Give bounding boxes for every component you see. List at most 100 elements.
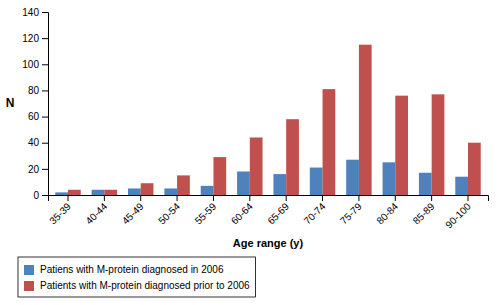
legend: Patiens with M-protein diagnosed in 2006… xyxy=(18,257,256,297)
bar-series xyxy=(68,45,481,195)
bar xyxy=(201,186,214,195)
tick: 100 xyxy=(22,59,48,70)
bar xyxy=(432,94,445,195)
tick-label: 85-89 xyxy=(411,200,437,226)
tick: 40-44 xyxy=(83,195,109,227)
axis-line xyxy=(42,13,49,196)
tick: 20 xyxy=(28,164,48,175)
tick: 75-79 xyxy=(338,195,364,227)
legend-swatch xyxy=(24,265,34,275)
bar xyxy=(55,192,68,195)
tick-label: 60 xyxy=(28,111,40,122)
tick: 60 xyxy=(28,111,48,122)
tick-label: 45-49 xyxy=(120,200,146,226)
x-axis-title: Age range (y) xyxy=(233,237,304,249)
bar xyxy=(346,160,359,195)
tick: 60-64 xyxy=(229,195,255,227)
tick-label: 75-79 xyxy=(338,200,364,226)
legend-label: Patiens with M-protein diagnosed in 2006 xyxy=(40,264,224,275)
tick: 65-69 xyxy=(265,195,291,227)
bar xyxy=(164,188,177,195)
legend-swatch xyxy=(24,281,34,291)
tick: 50-54 xyxy=(156,195,182,227)
tick-label: 65-69 xyxy=(265,200,291,226)
plot: 0 20 40 60 80 100 120 140 35-39 40-44 45-49 50-54 55… xyxy=(6,7,489,249)
tick-mark xyxy=(42,12,48,13)
tick-mark xyxy=(42,90,48,91)
bar xyxy=(286,119,299,195)
tick: 40 xyxy=(28,137,48,148)
tick-label: 20 xyxy=(28,164,40,175)
tick-mark xyxy=(431,195,432,201)
tick-label: 70-74 xyxy=(302,200,328,226)
tick-label: 100 xyxy=(22,59,39,70)
tick-label: 40-44 xyxy=(83,200,109,226)
tick-label: 80 xyxy=(28,85,40,96)
bar xyxy=(359,45,372,195)
legend-frame xyxy=(18,257,256,297)
bar xyxy=(273,174,286,195)
bar xyxy=(310,168,323,195)
tick: 80 xyxy=(28,85,48,96)
bar xyxy=(213,157,226,195)
tick-mark xyxy=(249,195,250,201)
bars xyxy=(55,45,480,195)
tick: 140 xyxy=(22,7,48,18)
tick: 45-49 xyxy=(120,195,146,227)
legend-item: Patiens with M-protein diagnosed in 2006 xyxy=(24,264,224,275)
tick-mark xyxy=(322,195,323,201)
bar xyxy=(323,89,336,195)
tick-label: 90-100 xyxy=(443,200,473,230)
y-axis: 0 20 40 60 80 100 120 140 xyxy=(22,7,48,201)
tick-mark xyxy=(358,195,359,201)
bar xyxy=(128,188,141,195)
bar xyxy=(419,173,432,195)
bar xyxy=(92,190,105,195)
y-axis-title: N xyxy=(6,96,15,110)
tick-mark xyxy=(42,195,48,196)
tick: 90-100 xyxy=(443,195,473,230)
tick: 85-89 xyxy=(411,195,437,227)
bar xyxy=(141,183,154,195)
tick-mark xyxy=(213,195,214,201)
legend-item: Patients with M-protein diagnosed prior … xyxy=(24,280,250,291)
tick-label: 60-64 xyxy=(229,200,255,226)
bar xyxy=(177,175,190,195)
bar xyxy=(455,177,468,195)
tick-label: 120 xyxy=(22,33,39,44)
tick-mark xyxy=(177,195,178,201)
tick-mark xyxy=(42,169,48,170)
tick: 0 xyxy=(33,190,48,201)
tick-mark xyxy=(286,195,287,201)
tick: 120 xyxy=(22,33,48,44)
tick: 35-39 xyxy=(47,195,73,227)
tick: 55-59 xyxy=(193,195,219,227)
bar xyxy=(104,190,117,195)
tick-label: 80-84 xyxy=(374,200,400,226)
bar xyxy=(395,96,408,195)
legend-label: Patients with M-protein diagnosed prior … xyxy=(40,280,250,291)
tick-mark xyxy=(42,143,48,144)
tick-mark xyxy=(42,38,48,39)
chart: 0 20 40 60 80 100 120 140 35-39 40-44 45-49 50-54 55… xyxy=(0,0,500,305)
bar xyxy=(68,190,81,195)
x-axis: 35-39 40-44 45-49 50-54 55-59 60-64 65-69 70-74… xyxy=(47,195,488,230)
tick-label: 35-39 xyxy=(47,200,73,226)
bar xyxy=(250,137,263,195)
bar xyxy=(383,162,396,195)
tick-label: 50-54 xyxy=(156,200,182,226)
bar xyxy=(237,171,250,195)
tick: 70-74 xyxy=(302,195,328,227)
tick-label: 40 xyxy=(28,137,40,148)
tick-mark xyxy=(140,195,141,201)
axis-line xyxy=(49,196,489,202)
tick-label: 55-59 xyxy=(193,200,219,226)
tick-mark xyxy=(42,117,48,118)
tick-mark xyxy=(395,195,396,201)
tick-label: 140 xyxy=(22,7,39,18)
tick: 80-84 xyxy=(374,195,400,227)
tick-mark xyxy=(42,64,48,65)
tick-mark xyxy=(104,195,105,201)
tick-label: 0 xyxy=(33,190,39,201)
tick-mark xyxy=(68,195,69,201)
